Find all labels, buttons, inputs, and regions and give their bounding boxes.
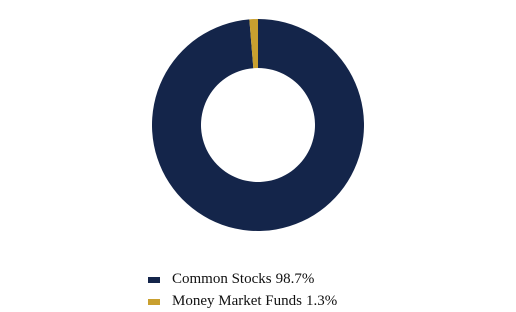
legend-name: Money Market Funds: [172, 293, 302, 309]
slice: [152, 19, 365, 232]
legend-value: 1.3%: [306, 293, 337, 309]
legend-label: Money Market Funds 1.3%: [172, 293, 337, 309]
legend-marker: [148, 277, 160, 283]
legend-value: 98.7%: [276, 271, 315, 287]
legend-label: Common Stocks 98.7%: [172, 271, 314, 287]
legend-marker: [148, 299, 160, 305]
slice: [249, 19, 258, 69]
legend-name: Common Stocks: [172, 271, 272, 287]
